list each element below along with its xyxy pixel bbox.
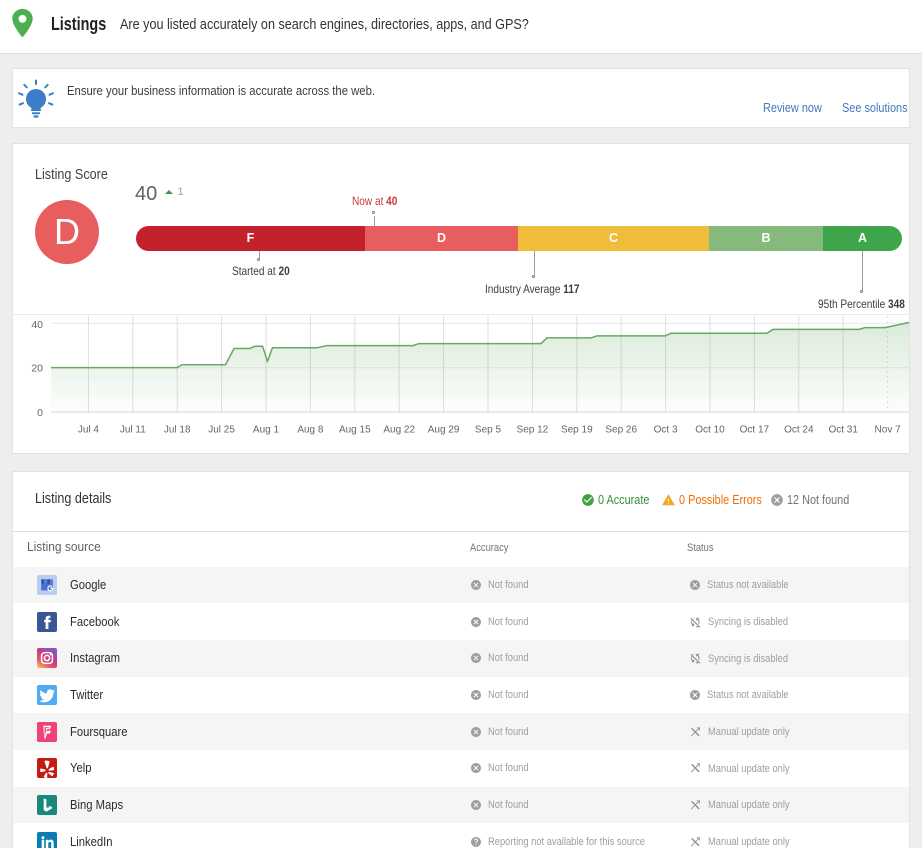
svg-text:40: 40 — [31, 319, 43, 331]
svg-text:Oct 17: Oct 17 — [740, 425, 770, 436]
svg-text:Aug 15: Aug 15 — [339, 425, 371, 436]
svg-text:0: 0 — [37, 407, 43, 419]
svg-text:Jul 18: Jul 18 — [164, 425, 191, 436]
svg-text:Aug 29: Aug 29 — [428, 425, 460, 436]
svg-text:Sep 12: Sep 12 — [517, 425, 549, 436]
svg-text:Sep 19: Sep 19 — [561, 425, 593, 436]
svg-text:Jul 4: Jul 4 — [78, 425, 100, 436]
svg-text:Oct 10: Oct 10 — [695, 425, 725, 436]
svg-text:Oct 24: Oct 24 — [784, 425, 814, 436]
svg-text:Sep 26: Sep 26 — [605, 425, 637, 436]
svg-text:20: 20 — [31, 363, 43, 375]
svg-text:Aug 8: Aug 8 — [297, 425, 324, 436]
svg-text:Jul 11: Jul 11 — [120, 425, 146, 436]
svg-text:Aug 22: Aug 22 — [383, 425, 415, 436]
svg-text:Jul 25: Jul 25 — [208, 425, 235, 436]
svg-text:Oct 3: Oct 3 — [654, 425, 678, 436]
svg-text:Oct 31: Oct 31 — [828, 425, 858, 436]
svg-text:Aug 1: Aug 1 — [253, 425, 280, 436]
svg-text:Sep 5: Sep 5 — [475, 425, 502, 436]
svg-text:Nov 7: Nov 7 — [875, 425, 902, 436]
